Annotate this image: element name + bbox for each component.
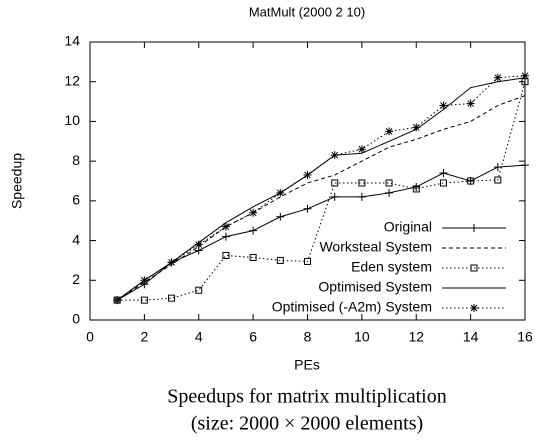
legend-marker: [470, 264, 478, 272]
marker: [357, 145, 366, 154]
marker: [140, 296, 148, 304]
marker: [140, 276, 149, 285]
x-tick-label: 6: [249, 329, 257, 345]
marker: [249, 253, 257, 261]
marker: [493, 163, 502, 172]
x-tick-label: 8: [304, 329, 312, 345]
marker: [494, 176, 502, 184]
y-tick-label: 8: [72, 152, 80, 168]
legend-label: Original: [384, 219, 432, 235]
x-tick-label: 0: [86, 329, 94, 345]
marker: [330, 192, 339, 201]
legend-marker: [470, 224, 478, 232]
x-tick-label: 2: [140, 329, 148, 345]
marker: [303, 171, 312, 180]
marker: [493, 73, 502, 82]
marker: [330, 151, 339, 160]
marker: [221, 232, 230, 241]
x-tick-label: 10: [354, 329, 370, 345]
marker: [194, 240, 203, 249]
plot-frame: [89, 41, 526, 321]
marker: [167, 258, 176, 267]
marker: [276, 256, 284, 264]
marker: [276, 188, 285, 197]
marker: [385, 188, 394, 197]
caption: Speedups for matrix multiplication: [167, 386, 446, 408]
marker: [358, 179, 366, 187]
chart-title: MatMult (2000 2 10): [249, 4, 365, 19]
marker: [276, 212, 285, 221]
marker: [385, 179, 393, 187]
x-tick-label: 4: [195, 329, 203, 345]
marker: [439, 169, 448, 178]
marker: [412, 185, 420, 193]
marker: [221, 222, 230, 231]
series-line: [116, 77, 526, 301]
y-axis-label: Speedup: [9, 153, 25, 209]
marker: [304, 257, 311, 265]
x-tick-label: 16: [517, 329, 533, 345]
legend-label: Worksteal System: [319, 239, 432, 255]
marker: [467, 177, 475, 185]
marker: [168, 294, 176, 302]
legend-label: Optimised (-A2m) System: [272, 299, 432, 315]
marker: [113, 296, 122, 305]
caption: (size: 2000 × 2000 elements): [191, 413, 423, 435]
series-line: [116, 75, 526, 301]
marker: [439, 179, 447, 187]
marker: [439, 101, 448, 110]
marker: [303, 204, 312, 213]
series-line: [117, 81, 526, 301]
x-tick-label: 14: [463, 329, 479, 345]
series-line: [116, 95, 526, 301]
y-tick-label: 2: [72, 271, 80, 287]
marker: [222, 251, 230, 259]
marker: [249, 226, 258, 235]
marker: [249, 208, 258, 217]
marker: [521, 71, 529, 80]
series-line: [116, 164, 526, 301]
x-tick-label: 12: [408, 329, 424, 345]
legend-label: Optimised System: [318, 279, 432, 295]
y-tick-label: 4: [72, 231, 80, 247]
marker: [357, 192, 366, 201]
legend-label: Eden system: [351, 259, 432, 275]
marker: [385, 127, 394, 136]
y-tick-label: 0: [72, 311, 80, 327]
y-tick-label: 14: [64, 33, 80, 49]
marker: [331, 179, 339, 187]
marker: [466, 99, 475, 108]
x-axis-label: PEs: [294, 357, 320, 373]
legend-marker: [470, 304, 478, 312]
y-tick-label: 6: [72, 192, 80, 208]
marker: [412, 123, 421, 132]
marker: [521, 161, 529, 170]
y-tick-label: 12: [64, 72, 80, 88]
y-tick-label: 10: [64, 112, 80, 128]
marker: [195, 286, 203, 294]
